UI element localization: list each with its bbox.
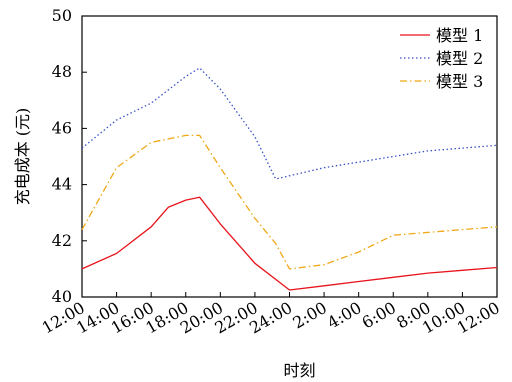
y-tick-label: 44 [52,175,72,194]
legend: 模型 1 模型 2 模型 3 [400,26,483,91]
legend-label-3: 模型 3 [436,72,483,91]
plot-frame [81,15,498,298]
series-layer [81,67,498,291]
legend-label-2: 模型 2 [436,49,483,68]
series-line-3 [81,134,498,270]
legend-label-1: 模型 1 [436,26,483,45]
y-tick-label: 40 [52,287,72,306]
y-tick-label: 48 [52,62,72,81]
y-axis: 40 42 44 46 48 50 [52,6,87,306]
plot-border [81,15,498,298]
y-axis-title: 充电成本 (元) [13,108,32,206]
series-line-1 [81,196,498,291]
y-tick-label: 42 [52,231,72,250]
y-tick-label: 46 [52,118,72,137]
x-axis: 12:0014:0016:0018:0020:0022:0024:002:004… [39,292,503,338]
x-axis-title: 时刻 [283,361,315,380]
y-tick-label: 50 [52,6,72,25]
series-line-2 [81,67,498,180]
